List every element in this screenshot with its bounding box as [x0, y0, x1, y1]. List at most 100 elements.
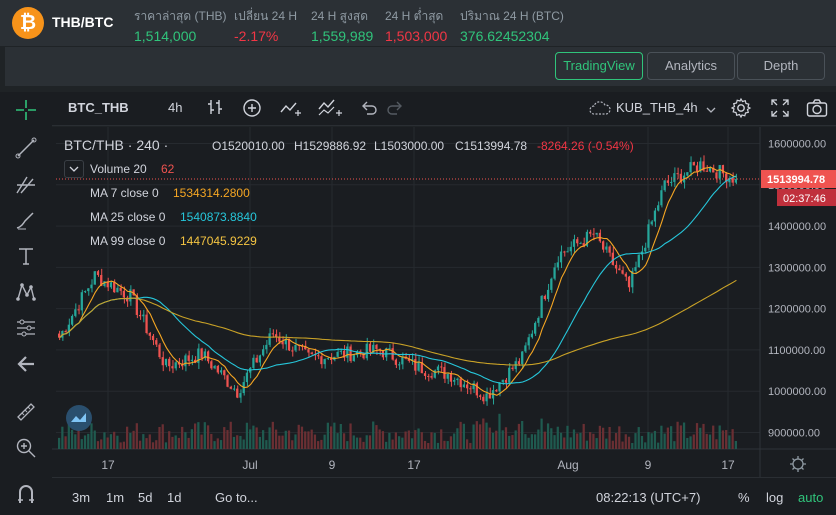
- candle-body: [430, 375, 433, 378]
- tab-tradingview[interactable]: TradingView: [555, 52, 643, 80]
- legend-collapse-button[interactable]: [64, 160, 84, 178]
- price-tick-label: 1600000.00: [768, 139, 826, 151]
- tab-analytics[interactable]: Analytics: [647, 52, 735, 80]
- candle-body: [679, 173, 682, 183]
- camera-icon[interactable]: [806, 98, 828, 121]
- volume-bar: [624, 434, 627, 449]
- fullscreen-icon[interactable]: [770, 98, 790, 121]
- bar-type-icon[interactable]: [206, 98, 224, 119]
- candle-body: [80, 292, 83, 311]
- auto-scale-toggle[interactable]: auto: [798, 490, 824, 505]
- volume-bar: [414, 430, 417, 449]
- volume-bar: [546, 423, 550, 449]
- candle-body: [142, 314, 145, 317]
- candle-body: [206, 351, 210, 362]
- candle-body: [213, 365, 216, 369]
- magnet-icon[interactable]: [12, 480, 40, 508]
- trend-line-icon[interactable]: [12, 134, 40, 162]
- tab-depth[interactable]: Depth: [737, 52, 825, 80]
- volume-bar: [495, 430, 498, 449]
- clock-timezone[interactable]: 08:22:13 (UTC+7): [596, 490, 701, 505]
- volume-bar: [77, 424, 80, 449]
- candle-body: [90, 284, 93, 289]
- range-1m[interactable]: 1m: [106, 490, 125, 505]
- volume-bar: [255, 427, 258, 449]
- candle-body: [323, 359, 326, 365]
- indicators-icon[interactable]: [280, 98, 302, 121]
- candle-body: [449, 374, 453, 382]
- candle-body: [83, 291, 87, 293]
- add-indicator-icon[interactable]: [242, 98, 262, 121]
- candle-body: [87, 288, 90, 292]
- compare-icon[interactable]: [318, 98, 342, 121]
- volume-bar: [216, 438, 219, 449]
- volume-bar: [346, 441, 349, 449]
- undo-icon[interactable]: [360, 99, 378, 120]
- candle-body: [595, 232, 598, 235]
- candle-body: [161, 357, 164, 366]
- price-chart[interactable]: 1600000.001500000.001400000.001300000.00…: [52, 127, 836, 477]
- volume-bar: [142, 434, 145, 449]
- volume-bar: [168, 431, 171, 449]
- prediction-tool-icon[interactable]: [12, 314, 40, 342]
- stat-change-24h: เปลี่ยน 24 H -2.17%: [234, 9, 297, 44]
- fib-tool-icon[interactable]: [12, 170, 40, 198]
- zoom-in-icon[interactable]: [12, 434, 40, 462]
- candle-body: [116, 287, 119, 293]
- candle-body: [627, 276, 631, 288]
- volume-bar: [74, 434, 77, 449]
- volume-bar: [715, 439, 718, 449]
- pattern-tool-icon[interactable]: [12, 278, 40, 306]
- volume-bar: [472, 424, 475, 449]
- candle-body: [346, 346, 349, 358]
- gear-icon[interactable]: [730, 97, 752, 122]
- candle-body: [164, 358, 168, 366]
- volume-bar: [122, 441, 125, 449]
- candle-body: [611, 252, 614, 265]
- text-tool-icon[interactable]: [12, 242, 40, 270]
- candle-body: [692, 162, 695, 166]
- interval-selector[interactable]: 4h: [168, 100, 183, 115]
- range-5d[interactable]: 5d: [138, 490, 153, 505]
- time-tick-label: 17: [407, 458, 421, 472]
- candle-body: [278, 336, 281, 342]
- goto-date-button[interactable]: Go to...: [215, 490, 258, 505]
- candle-body: [326, 358, 329, 360]
- candle-body: [401, 357, 404, 365]
- volume-bar: [194, 423, 197, 449]
- candle-body: [676, 173, 679, 175]
- cloud-icon[interactable]: [588, 99, 612, 120]
- volume-bar: [602, 427, 605, 449]
- brush-icon[interactable]: [12, 206, 40, 234]
- candle-body: [718, 165, 721, 179]
- ruler-icon[interactable]: [12, 398, 40, 426]
- candle-body: [695, 165, 699, 172]
- log-scale-toggle[interactable]: log: [766, 490, 784, 505]
- percent-scale-toggle[interactable]: %: [738, 490, 750, 505]
- crosshair-icon[interactable]: [12, 96, 40, 124]
- volume-bar: [534, 434, 537, 449]
- legend-ma7-label: MA 7 close 0: [90, 186, 159, 200]
- redo-icon[interactable]: [386, 99, 404, 120]
- study-template-selector[interactable]: KUB_THB_4h: [616, 100, 698, 115]
- chevron-down-icon[interactable]: [706, 102, 716, 117]
- candle-body: [576, 239, 579, 244]
- candle-body: [725, 173, 728, 183]
- volume-bar: [427, 442, 430, 449]
- candle-body: [485, 393, 488, 402]
- candle-body: [317, 355, 320, 357]
- chart-canvas[interactable]: 1600000.001500000.001400000.001300000.00…: [52, 127, 836, 477]
- symbol-search[interactable]: BTC_THB: [68, 100, 129, 115]
- volume-bar: [368, 435, 372, 449]
- candle-body: [712, 167, 715, 173]
- volume-bar: [103, 432, 106, 449]
- arrow-left-icon[interactable]: [12, 350, 40, 378]
- range-1d[interactable]: 1d: [167, 490, 182, 505]
- volume-bar: [436, 442, 440, 449]
- range-3m[interactable]: 3m: [72, 490, 91, 505]
- volume-bar: [93, 430, 96, 449]
- volume-bar: [177, 437, 181, 449]
- candle-body: [155, 340, 158, 345]
- tradingview-logo-icon[interactable]: [66, 405, 92, 431]
- volume-bar: [262, 430, 265, 449]
